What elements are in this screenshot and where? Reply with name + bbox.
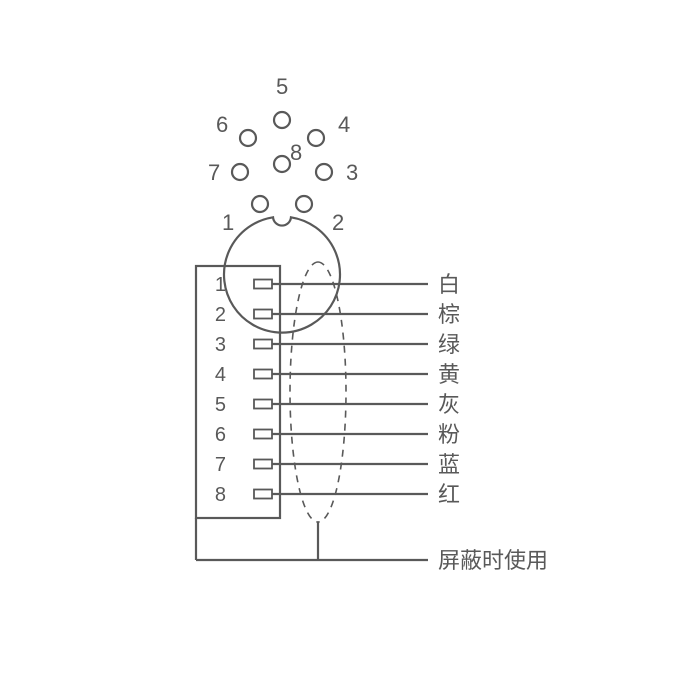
wiring-block: 1 白 2 棕 3 绿 4 黄 5 灰 6 粉 7 蓝 8 红屏蔽时使用 (196, 262, 548, 573)
wire-label-1: 白 (438, 272, 460, 297)
row-num-4: 4 (215, 364, 226, 386)
pin-label-3: 3 (346, 160, 358, 185)
row-num-3: 3 (215, 334, 226, 356)
wire-label-5: 灰 (438, 392, 460, 417)
row-num-2: 2 (215, 304, 226, 326)
row-num-8: 8 (215, 484, 226, 506)
pin-7 (232, 164, 248, 180)
pin-1 (252, 196, 268, 212)
pin-label-4: 4 (338, 112, 350, 137)
pad-6 (254, 430, 272, 439)
connector-pinout-diagram: 12345678 1白2棕3绿4黄5灰6粉7蓝8红屏蔽时使用 (0, 0, 700, 700)
pad-5 (254, 400, 272, 409)
wire-label-2: 棕 (438, 302, 460, 327)
row-num-5: 5 (215, 394, 226, 416)
wire-label-8: 红 (438, 482, 460, 507)
pin-label-8: 8 (290, 140, 302, 165)
row-num-1: 1 (215, 274, 226, 296)
pin-4 (308, 130, 324, 146)
wire-label-6: 粉 (438, 422, 460, 447)
pin-label-1: 1 (222, 210, 234, 235)
row-num-7: 7 (215, 454, 226, 476)
pad-3 (254, 340, 272, 349)
pin-6 (240, 130, 256, 146)
wire-label-3: 绿 (438, 332, 460, 357)
shield-ellipse-right (318, 262, 346, 522)
pad-7 (254, 460, 272, 469)
pad-1 (254, 280, 272, 289)
pin-label-7: 7 (208, 160, 220, 185)
pad-8 (254, 490, 272, 499)
wire-label-7: 蓝 (438, 452, 460, 477)
shield-label: 屏蔽时使用 (438, 548, 548, 573)
shield-ellipse-left (290, 262, 318, 522)
pin-5 (274, 112, 290, 128)
pin-3 (316, 164, 332, 180)
pin-label-5: 5 (276, 74, 288, 99)
pad-2 (254, 310, 272, 319)
pin-label-2: 2 (332, 210, 344, 235)
pin-label-6: 6 (216, 112, 228, 137)
pin-8 (274, 156, 290, 172)
connector-face: 12345678 (208, 74, 358, 333)
row-num-6: 6 (215, 424, 226, 446)
wire-label-4: 黄 (438, 362, 460, 387)
terminal-block (196, 266, 280, 518)
pad-4 (254, 370, 272, 379)
connector-outline (224, 217, 340, 332)
pin-2 (296, 196, 312, 212)
